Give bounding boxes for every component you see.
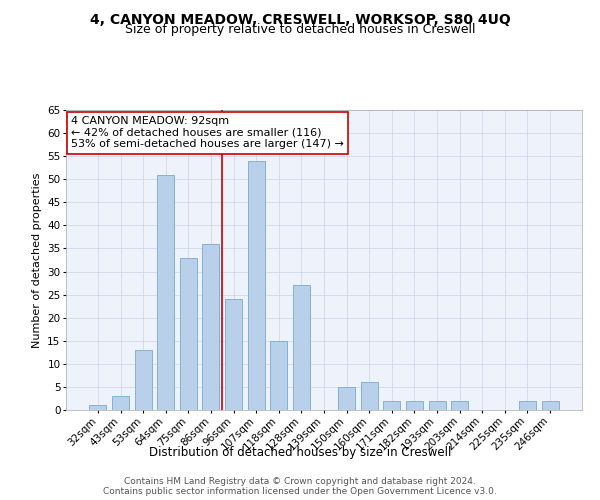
Bar (225, 299, 242, 410)
Text: Distribution of detached houses by size in Creswell: Distribution of detached houses by size … (149, 446, 451, 459)
Bar (519, 401, 536, 410)
Text: 4 CANYON MEADOW: 92sqm
← 42% of detached houses are smaller (116)
53% of semi-de: 4 CANYON MEADOW: 92sqm ← 42% of detached… (71, 116, 344, 149)
Y-axis label: Number of detached properties: Number of detached properties (32, 172, 41, 348)
Bar (180, 258, 197, 410)
Bar (406, 401, 423, 410)
Text: Size of property relative to detached houses in Creswell: Size of property relative to detached ho… (125, 22, 475, 36)
Text: Contains public sector information licensed under the Open Government Licence v3: Contains public sector information licen… (103, 486, 497, 496)
Bar (451, 401, 468, 410)
Bar (157, 174, 174, 410)
Bar (89, 406, 106, 410)
Bar (248, 161, 265, 410)
Bar (361, 382, 377, 410)
Bar (202, 244, 220, 410)
Bar (383, 401, 400, 410)
Bar (428, 401, 446, 410)
Bar (134, 350, 152, 410)
Text: Contains HM Land Registry data © Crown copyright and database right 2024.: Contains HM Land Registry data © Crown c… (124, 476, 476, 486)
Bar (293, 286, 310, 410)
Bar (542, 401, 559, 410)
Bar (112, 396, 129, 410)
Bar (271, 341, 287, 410)
Text: 4, CANYON MEADOW, CRESWELL, WORKSOP, S80 4UQ: 4, CANYON MEADOW, CRESWELL, WORKSOP, S80… (89, 12, 511, 26)
Bar (338, 387, 355, 410)
